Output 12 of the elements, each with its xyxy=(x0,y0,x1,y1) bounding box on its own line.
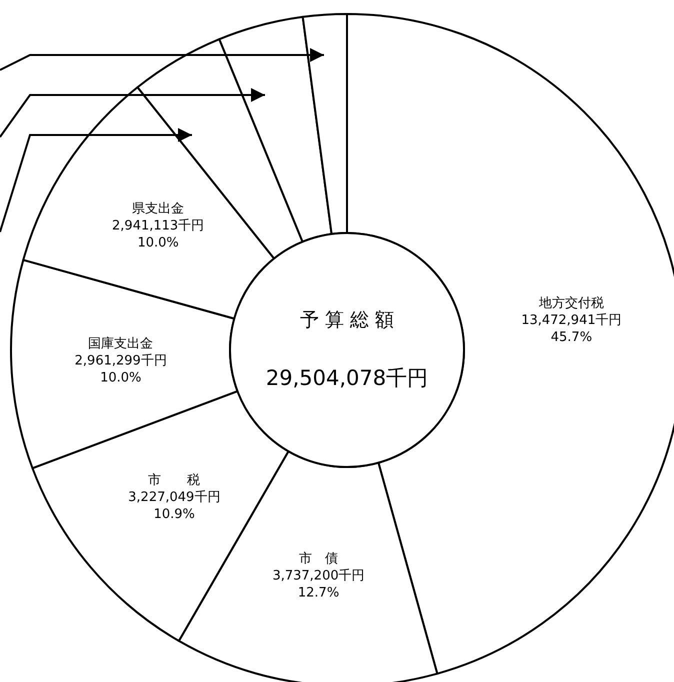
text: 予 算 総 額 xyxy=(300,309,394,331)
slice-label: 市 債 xyxy=(299,551,338,566)
data-label: 3,737,200千円 12.7% xyxy=(272,568,365,600)
data-label: 2,961,299千円 10.0% xyxy=(74,354,167,386)
data-label: 2,941,113千円 10.0% xyxy=(112,218,204,251)
data-label: 3,227,049千円 10.9% xyxy=(128,490,220,522)
slice-label: 地方交付税 xyxy=(538,294,604,311)
slice-label: 市 税 xyxy=(148,473,200,488)
slice-label: 国庫支出金 xyxy=(88,336,154,352)
text: 29,504,078千円 xyxy=(266,366,428,390)
slice-label: 県支出金 xyxy=(132,202,184,217)
data-label: 13,472,941千円 45.7% xyxy=(521,312,622,345)
